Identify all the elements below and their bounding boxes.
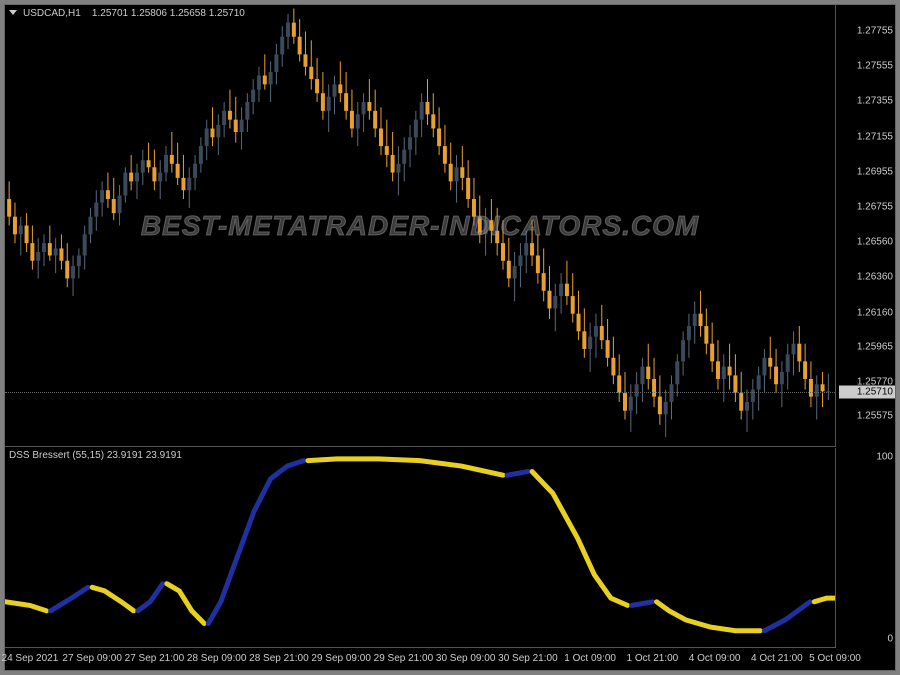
indicator-tick: 0 <box>887 633 893 644</box>
indicator-tick: 100 <box>876 452 893 463</box>
dss-bressert-chart <box>5 448 835 647</box>
time-tick: 30 Sep 21:00 <box>498 653 558 664</box>
time-tick: 30 Sep 09:00 <box>436 653 496 664</box>
candlestick-chart <box>5 5 835 446</box>
chart-window[interactable]: USDCAD,H1 1.25701 1.25806 1.25658 1.2571… <box>4 4 896 671</box>
current-price-badge: 1.25710 <box>839 386 895 399</box>
price-tick: 1.26955 <box>857 167 893 178</box>
time-tick: 4 Oct 21:00 <box>751 653 803 664</box>
time-tick: 28 Sep 21:00 <box>249 653 309 664</box>
chevron-down-icon[interactable] <box>9 10 17 15</box>
time-tick: 4 Oct 09:00 <box>689 653 741 664</box>
main-chart-header: USDCAD,H1 1.25701 1.25806 1.25658 1.2571… <box>23 8 245 19</box>
price-tick: 1.27555 <box>857 60 893 71</box>
price-tick: 1.27155 <box>857 131 893 142</box>
price-tick: 1.26160 <box>857 307 893 318</box>
time-tick: 1 Oct 09:00 <box>564 653 616 664</box>
time-tick: 24 Sep 2021 <box>2 653 59 664</box>
time-tick: 29 Sep 21:00 <box>374 653 434 664</box>
time-axis: 24 Sep 202127 Sep 09:0027 Sep 21:0028 Se… <box>5 650 835 670</box>
time-tick: 29 Sep 09:00 <box>311 653 371 664</box>
price-tick: 1.27355 <box>857 96 893 107</box>
time-tick: 28 Sep 09:00 <box>187 653 247 664</box>
symbol-label: USDCAD,H1 <box>23 8 81 19</box>
indicator-axis: 100 0 <box>835 448 895 648</box>
price-tick: 1.26560 <box>857 236 893 247</box>
price-chart-panel[interactable]: USDCAD,H1 1.25701 1.25806 1.25658 1.2571… <box>5 5 835 447</box>
price-tick: 1.25575 <box>857 411 893 422</box>
price-axis: 1.27755 1.27555 1.27355 1.27155 1.26955 1.267… <box>835 5 895 447</box>
indicator-header: DSS Bressert (55,15) 23.9191 23.9191 <box>9 450 182 461</box>
time-tick: 27 Sep 21:00 <box>125 653 185 664</box>
time-tick: 5 Oct 09:00 <box>809 653 861 664</box>
ohlc-label: 1.25701 1.25806 1.25658 1.25710 <box>92 8 245 19</box>
current-price-line <box>5 392 835 393</box>
price-tick: 1.25965 <box>857 342 893 353</box>
price-tick: 1.26360 <box>857 272 893 283</box>
time-tick: 1 Oct 21:00 <box>627 653 679 664</box>
price-tick: 1.26755 <box>857 202 893 213</box>
time-tick: 27 Sep 09:00 <box>62 653 122 664</box>
price-tick: 1.27755 <box>857 25 893 36</box>
indicator-panel[interactable]: DSS Bressert (55,15) 23.9191 23.9191 <box>5 448 835 648</box>
